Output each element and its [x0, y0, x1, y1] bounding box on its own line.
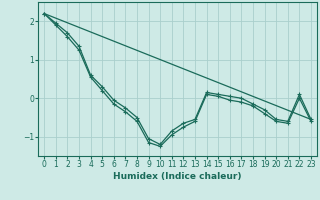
X-axis label: Humidex (Indice chaleur): Humidex (Indice chaleur)	[113, 172, 242, 181]
